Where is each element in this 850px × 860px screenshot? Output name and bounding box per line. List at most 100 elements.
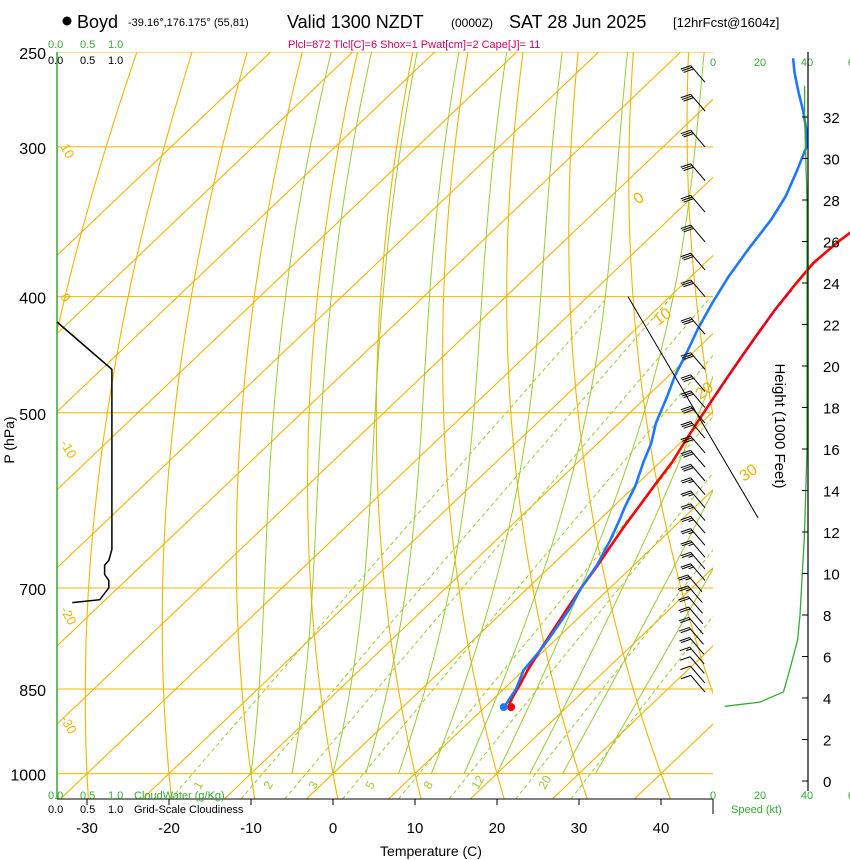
wind-barb-shaft	[690, 279, 706, 297]
wind-barb-flag	[680, 317, 691, 322]
height-tick-label: 8	[823, 608, 831, 625]
wind-barb-flag	[683, 409, 694, 414]
pressure-tick-label: 850	[19, 683, 46, 700]
wind-barb-flag	[680, 93, 691, 99]
wind-barb-flag	[688, 555, 694, 558]
isotherm-line	[223, 332, 713, 799]
wind-barb-flag	[680, 515, 691, 521]
wind-barb-flag	[683, 166, 694, 172]
wind-barb-flag	[680, 405, 691, 411]
pressure-tick-label: 300	[19, 141, 46, 158]
pressure-tick-label: 1000	[10, 768, 46, 785]
height-tick-label: 26	[823, 235, 840, 252]
height-tick-label: 10	[823, 567, 840, 584]
height-tick-label: 4	[823, 691, 831, 708]
wind-barb-flag	[679, 656, 691, 661]
station-coords: -39.16°,176.175° (55,81)	[128, 17, 249, 29]
cloudwater-scale-2-top: 1.0	[108, 39, 123, 51]
wind-barb-shaft	[687, 574, 703, 592]
wind-scale-bottom-label: 60	[848, 790, 850, 802]
mixing-ratio-line	[570, 615, 713, 799]
wind-barb-flag	[681, 254, 693, 259]
mixing-ratio-label: 12	[468, 773, 487, 792]
wind-barb-flag	[683, 282, 694, 288]
wind-barb-shaft	[687, 596, 703, 614]
isotherm-label: 10	[57, 141, 77, 161]
temperature-tick-label: 0	[329, 820, 337, 837]
wind-barb-shaft	[690, 352, 706, 370]
dry-adiabat-line	[307, 52, 359, 799]
wind-barb-flag	[680, 129, 691, 135]
wind-barb-flag	[680, 674, 691, 680]
dry-adiabat-label: 10	[651, 305, 675, 329]
dry-adiabat-line	[235, 52, 303, 799]
isotherm-line	[57, 52, 682, 647]
wind-barb-flag	[678, 616, 690, 622]
pressure-tick-label: 400	[19, 291, 46, 308]
wind-barb-flag	[688, 566, 694, 570]
wind-barb-flag	[681, 505, 693, 510]
pressure-tick-label: 500	[19, 407, 46, 424]
wind-barb-flag	[678, 596, 689, 601]
wind-barb-shaft	[690, 450, 706, 468]
wind-barb-shaft	[690, 252, 706, 271]
wind-scale-bottom-label: 0	[710, 790, 716, 802]
wind-barb-flag	[681, 492, 693, 497]
wind-barb-shaft	[690, 675, 706, 693]
wind-barb-flag	[680, 563, 691, 568]
moist-adiabat-line	[529, 375, 713, 774]
wind-barb-flag	[679, 627, 690, 632]
wind-barb-shaft	[690, 93, 706, 112]
wind-barb-shaft	[690, 163, 706, 181]
dewpoint-line	[503, 58, 808, 707]
wind-barb-flag	[680, 618, 691, 624]
pressure-tick-label: 250	[19, 46, 46, 63]
isotherm-line	[469, 567, 713, 799]
wind-barb-flag	[681, 164, 693, 170]
wind-barb-shaft	[690, 563, 706, 581]
wind-barb-flag	[681, 353, 693, 359]
temperature-tick-label: 40	[653, 820, 670, 837]
cloudwater-scale-0-top: 0.0	[48, 39, 63, 51]
wind-barb-flag	[679, 587, 690, 592]
isotherm-line	[57, 98, 713, 725]
wind-column-border	[627, 296, 759, 518]
wind-barb-flag	[681, 226, 693, 231]
height-tick-label: 20	[823, 359, 840, 376]
wind-barb-flag	[680, 449, 691, 455]
dry-adiabat-line	[506, 52, 588, 799]
wind-barb-shaft	[690, 390, 706, 408]
wind-barb-shaft	[690, 317, 706, 335]
wind-scale-top-label: 40	[801, 57, 813, 69]
wind-barb-flag	[681, 541, 693, 547]
wind-barb-shaft	[690, 435, 706, 454]
wind-barb-flag	[686, 648, 692, 652]
temperature-tick-label: 30	[571, 820, 588, 837]
temperature-tick-label: -10	[240, 820, 262, 837]
wind-barb-flag	[681, 281, 693, 286]
wind-barb-flag	[679, 646, 690, 652]
temperature-tick-label: 10	[407, 820, 424, 837]
isotherm-line	[305, 410, 713, 799]
valid-utc: (0000Z)	[451, 16, 493, 30]
station-dot	[62, 16, 72, 26]
wind-barb-flag	[681, 437, 693, 442]
mixing-ratio-label: 20	[535, 773, 554, 792]
wind-barb-flag	[681, 465, 693, 470]
wind-barb-flag	[680, 194, 691, 200]
wind-barb-flag	[683, 227, 694, 233]
wind-barb-flag	[688, 519, 694, 522]
wind-barb-flag	[678, 606, 689, 612]
wind-barb-flag	[680, 490, 691, 495]
moist-adiabat-line	[398, 52, 508, 774]
cloudiness-scale-0-top: 0.0	[48, 55, 63, 67]
moist-adiabat-line	[496, 52, 705, 774]
wind-barb-flag	[677, 585, 689, 590]
surface-dewpoint-marker	[499, 703, 508, 712]
wind-speed-label: Speed (kt)	[731, 804, 782, 816]
cloudiness-scale-2-top: 1.0	[108, 55, 123, 67]
cloudiness-scale-2-bottom: 1.0	[108, 804, 123, 816]
wind-barb-shaft	[690, 528, 706, 546]
wind-barb-shaft	[689, 656, 705, 674]
